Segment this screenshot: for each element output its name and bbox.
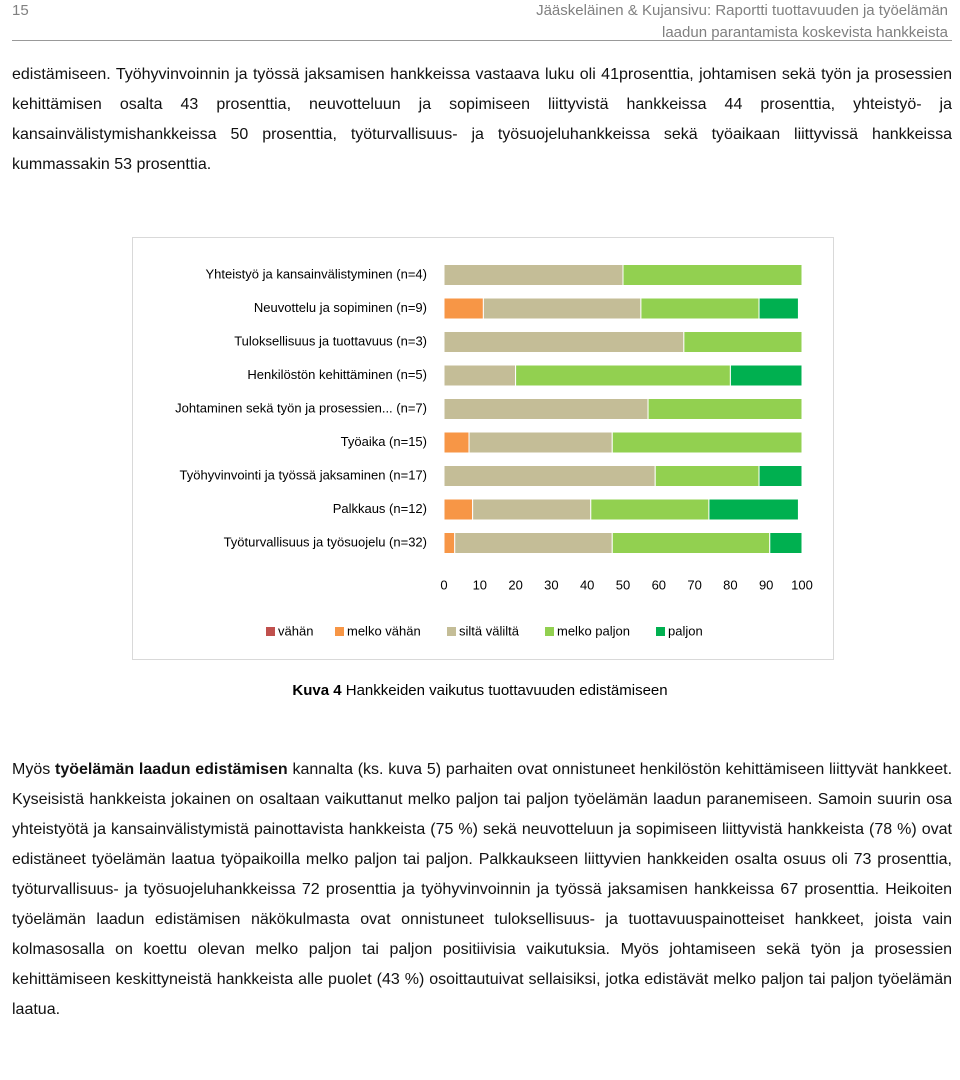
caption-label: Kuva 4 — [292, 682, 342, 699]
x-tick-label: 90 — [759, 577, 773, 592]
text: Myös — [12, 761, 55, 778]
bar-segment — [590, 498, 710, 521]
y-tick-label: Palkkaus (n=12) — [333, 501, 427, 516]
y-tick-label: Työhyvinvointi ja työssä jaksaminen (n=1… — [180, 467, 427, 482]
text: edistämiseen. Työhyvinvoinnin ja työssä … — [12, 66, 952, 173]
x-tick-label: 70 — [687, 577, 701, 592]
bar-segment — [611, 532, 771, 554]
bar-segment — [654, 465, 760, 487]
y-tick-label: Johtaminen sekä työn ja prosessien... (n… — [175, 400, 427, 415]
legend-swatch — [266, 627, 275, 636]
x-tick-label: 100 — [791, 577, 813, 592]
bar-segment — [454, 532, 613, 554]
bar-segment — [443, 431, 470, 454]
bar-segment — [443, 364, 517, 387]
x-tick-label: 50 — [616, 577, 630, 592]
legend-swatch — [335, 627, 344, 636]
y-tick-label: Työaika (n=15) — [341, 434, 427, 449]
bar-segment — [468, 431, 613, 454]
bar-segment — [443, 398, 649, 420]
x-tick-label: 20 — [508, 577, 522, 592]
caption-text: Hankkeiden vaikutus tuottavuuden edistäm… — [341, 682, 668, 699]
bar-segment — [515, 364, 731, 387]
bar-segment — [758, 297, 799, 320]
text: kannalta (ks. kuva 5) parhaiten ovat onn… — [12, 761, 953, 1018]
x-tick-label: 80 — [723, 577, 737, 592]
header-rule — [12, 40, 952, 41]
chart: 0 10 20 30 40 50 60 70 80 90 100 Yhteistyö ja kansa… — [132, 237, 834, 660]
bar-segment — [769, 532, 803, 554]
bar-segment — [622, 264, 803, 286]
y-tick-label: Yhteistyö ja kansainvälistyminen (n=4) — [206, 266, 427, 281]
legend-label: paljon — [668, 623, 703, 638]
y-tick-label: Tuloksellisuus ja tuottavuus (n=3) — [234, 333, 427, 348]
bar-segment — [443, 297, 484, 320]
x-tick-label: 0 — [440, 577, 447, 592]
running-title-line: Jääskeläinen & Kujansivu: Raportti tuott… — [536, 2, 948, 19]
paragraph: edistämiseen. Työhyvinvoinnin ja työssä … — [12, 60, 952, 180]
y-tick-label: Henkilöstön kehittäminen (n=5) — [247, 367, 427, 382]
bar-segment — [611, 431, 803, 454]
legend-swatch — [447, 627, 456, 636]
legend-label: vähän — [278, 623, 313, 638]
legend-label: siltä väliltä — [459, 623, 520, 638]
bar-segment — [758, 465, 803, 487]
running-title: Jääskeläinen & Kujansivu: Raportti tuott… — [536, 0, 948, 44]
legend-swatch — [545, 627, 554, 636]
bar-segment — [482, 297, 642, 320]
x-tick-label: 40 — [580, 577, 594, 592]
bar-segment — [647, 398, 803, 420]
bold-text: työelämän laadun edistämisen — [55, 761, 288, 778]
legend-swatch — [656, 627, 665, 636]
bar-segment — [443, 532, 456, 554]
x-tick-label: 30 — [544, 577, 558, 592]
bar-segment — [443, 465, 656, 487]
paragraph: Myös työelämän laadun edistämisen kannal… — [12, 755, 952, 1025]
bar-segment — [729, 364, 803, 387]
bar-segment — [443, 264, 624, 286]
y-tick-label: Työturvallisuus ja työsuojelu (n=32) — [224, 534, 427, 549]
running-title-line: laadun parantamista koskevista hankkeist… — [662, 24, 948, 41]
legend-label: melko vähän — [347, 623, 421, 638]
bar-segment — [640, 297, 760, 320]
caption: Kuva 4 Hankkeiden vaikutus tuottavuuden … — [0, 682, 960, 699]
bar-segment — [683, 331, 803, 353]
bar-segment — [472, 498, 592, 521]
page-number: 15 — [12, 2, 29, 19]
legend-label: melko paljon — [557, 623, 630, 638]
bar-segment — [443, 331, 685, 353]
x-tick-label: 60 — [652, 577, 666, 592]
bar-segment — [443, 498, 474, 521]
y-tick-label: Neuvottelu ja sopiminen (n=9) — [254, 300, 427, 315]
bar-segment — [708, 498, 799, 521]
x-tick-label: 10 — [473, 577, 487, 592]
